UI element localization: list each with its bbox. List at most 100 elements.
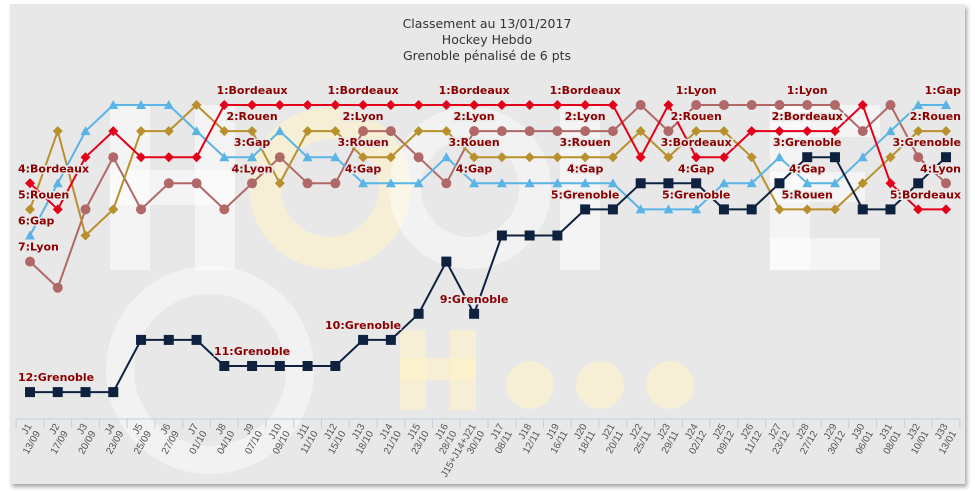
series-line-bordeaux: [29, 102, 946, 212]
point-grenoble: [413, 308, 424, 319]
point-lyon: [857, 152, 868, 162]
data-label: 12:Grenoble: [18, 371, 94, 384]
point-lyon: [385, 178, 396, 188]
point-bordeaux: [802, 126, 813, 137]
data-label: 7:Lyon: [18, 241, 59, 254]
data-label: 9:Grenoble: [440, 293, 508, 306]
point-lyon: [136, 100, 147, 109]
point-gap: [385, 152, 396, 163]
point-grenoble: [274, 361, 285, 371]
point-lyon: [413, 178, 424, 188]
point-grenoble: [496, 230, 507, 241]
point-lyon: [108, 100, 119, 109]
point-grenoble: [108, 387, 119, 398]
point-rouen: [718, 100, 729, 110]
data-label: 1:Lyon: [676, 84, 717, 97]
point-bordeaux: [219, 100, 230, 110]
point-grenoble: [691, 178, 702, 189]
point-bordeaux: [524, 100, 535, 110]
point-lyon: [774, 152, 785, 162]
point-gap: [52, 126, 63, 137]
point-gap: [691, 126, 702, 137]
data-label: 3:Bordeaux: [661, 136, 732, 149]
data-label: 2:Bordeaux: [772, 110, 843, 123]
point-lyon: [913, 100, 924, 109]
point-rouen: [691, 100, 702, 110]
point-bordeaux: [52, 204, 63, 215]
point-gap: [358, 152, 369, 163]
point-grenoble: [469, 308, 480, 319]
point-grenoble: [607, 204, 618, 215]
point-lyon: [247, 152, 258, 162]
point-rouen: [247, 178, 258, 189]
point-rouen: [885, 100, 896, 110]
point-bordeaux: [358, 100, 369, 110]
point-gap: [635, 126, 646, 137]
data-label: 3:Grenoble: [893, 136, 961, 149]
point-bordeaux: [80, 152, 91, 163]
data-label: 4:Gap: [789, 162, 826, 175]
point-grenoble: [635, 178, 646, 189]
point-lyon: [274, 126, 285, 136]
point-lyon: [524, 178, 535, 188]
point-rouen: [857, 126, 868, 137]
point-rouen: [441, 178, 452, 189]
point-rouen: [829, 100, 840, 110]
data-label: 5:Rouen: [18, 188, 69, 201]
point-lyon: [746, 178, 757, 188]
point-grenoble: [663, 178, 674, 189]
point-grenoble: [302, 361, 313, 371]
point-bordeaux: [913, 204, 924, 215]
data-label: 4:Lyon: [232, 162, 273, 175]
point-lyon: [25, 230, 35, 240]
data-label: 10:Grenoble: [325, 319, 401, 332]
point-gap: [219, 126, 230, 137]
watermark-o-shape: [249, 107, 411, 269]
point-rouen: [330, 178, 341, 189]
point-rouen: [274, 152, 285, 163]
point-grenoble: [552, 230, 563, 241]
point-lyon: [219, 152, 230, 162]
series-line-grenoble: [30, 156, 947, 394]
point-rouen: [413, 152, 424, 163]
point-grenoble: [80, 387, 91, 398]
data-label: 1:Bordeaux: [550, 84, 621, 97]
point-bordeaux: [469, 100, 480, 110]
point-rouen: [746, 100, 757, 110]
point-bordeaux: [607, 100, 618, 110]
point-rouen: [52, 282, 63, 293]
point-grenoble: [941, 152, 951, 163]
point-gap: [25, 204, 35, 215]
data-label: 3:Rouen: [337, 136, 388, 149]
point-bordeaux: [829, 126, 840, 137]
point-rouen: [802, 100, 813, 110]
chart-subtitle: Hockey Hebdo: [442, 32, 532, 47]
point-lyon: [191, 126, 202, 136]
point-gap: [524, 152, 535, 163]
point-gap: [330, 126, 341, 137]
point-gap: [274, 178, 285, 189]
data-label: 5:Grenoble: [662, 188, 730, 201]
point-grenoble: [52, 387, 63, 398]
point-rouen: [941, 178, 951, 189]
point-bordeaux: [580, 100, 591, 110]
data-label: 1:Bordeaux: [439, 84, 510, 97]
point-rouen: [552, 126, 563, 137]
point-gap: [718, 126, 729, 137]
data-label: 4:Gap: [456, 162, 493, 175]
point-grenoble: [857, 204, 868, 215]
point-bordeaux: [330, 100, 341, 110]
point-lyon: [330, 152, 341, 162]
point-bordeaux: [191, 152, 202, 163]
point-bordeaux: [857, 100, 868, 110]
point-grenoble: [25, 387, 35, 398]
point-lyon: [441, 152, 452, 162]
point-bordeaux: [25, 178, 35, 189]
point-gap: [580, 152, 591, 163]
point-gap: [413, 126, 424, 137]
point-lyon: [663, 204, 674, 214]
